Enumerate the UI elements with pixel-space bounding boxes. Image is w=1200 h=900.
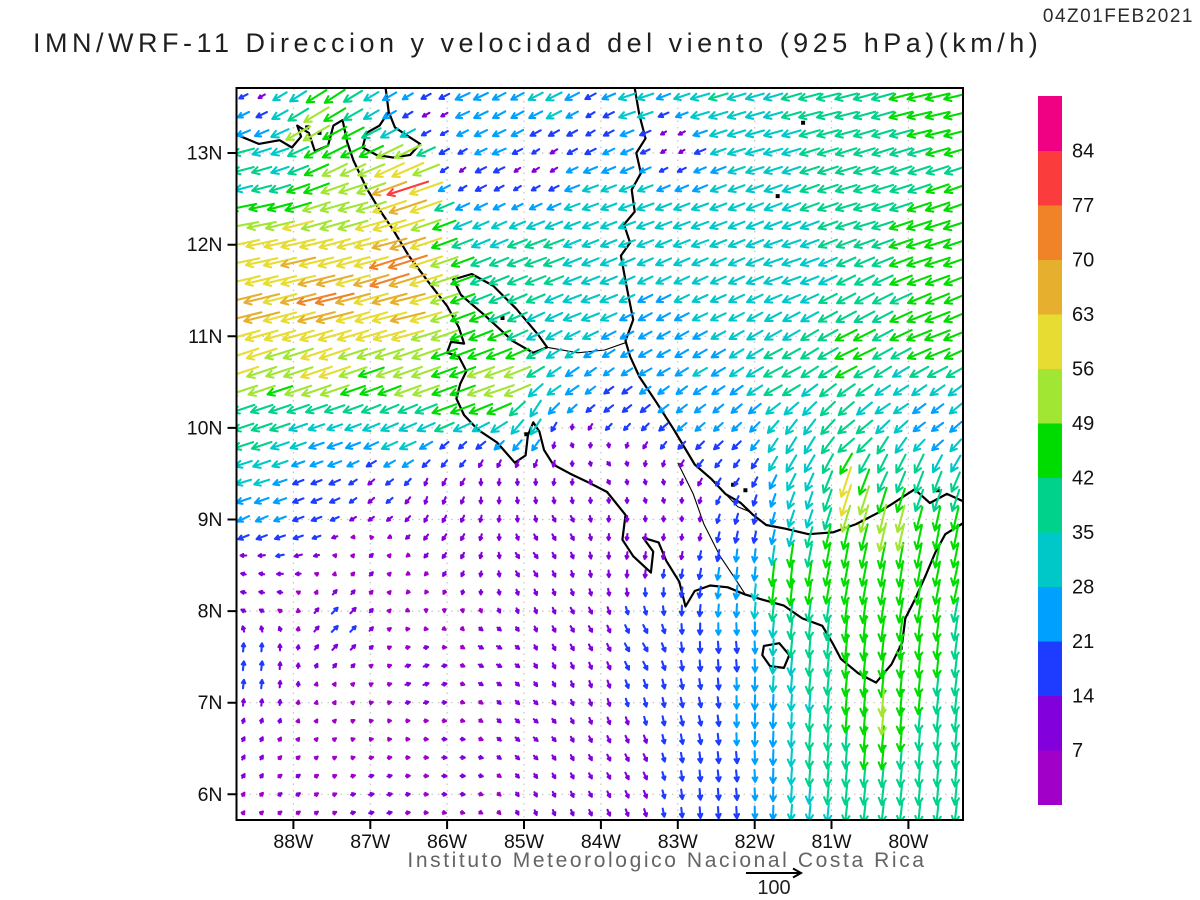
colorbar-label: 56 — [1072, 359, 1094, 381]
colorbar-segment — [1038, 423, 1062, 478]
y-tick-label: 6N — [198, 784, 223, 806]
coastlines — [236, 88, 963, 684]
colorbar-segment — [1038, 368, 1062, 424]
colorbar-segment — [1038, 695, 1062, 751]
colorbar-segment — [1038, 532, 1062, 587]
coastline-thick — [236, 88, 963, 684]
colorbar-segment — [1038, 96, 1062, 151]
wind-vectors-bin-5 — [236, 89, 963, 820]
coastline-thin — [547, 342, 752, 595]
wind-vectors-bin-3 — [236, 91, 963, 820]
chart-title: IMN/WRF-11 Direccion y velocidad del vie… — [33, 28, 1043, 58]
x-tick-label: 81W — [811, 831, 852, 853]
y-tick-label: 13N — [187, 143, 223, 165]
wind-vectors-bin-6 — [236, 88, 963, 771]
colorbar-label: 35 — [1072, 522, 1094, 544]
wind-vectors-bin-1 — [239, 93, 703, 818]
footer-credit: Instituto Meteorologico Nacional Costa R… — [407, 849, 927, 872]
x-tick-label: 84W — [581, 831, 622, 853]
x-tick-label: 88W — [273, 831, 314, 853]
y-tick-label: 11N — [188, 326, 222, 348]
wind-vectors-bin-4 — [236, 90, 963, 820]
colorbar-label: 49 — [1072, 413, 1094, 435]
wind-vectors — [236, 88, 963, 820]
map-frame — [235, 87, 964, 821]
colorbar-segment — [1038, 205, 1062, 260]
colorbar-label: 84 — [1072, 141, 1094, 163]
wind-vectors-bin-8 — [236, 161, 853, 517]
y-tick-label: 9N — [198, 509, 223, 531]
colorbar-label: 21 — [1072, 631, 1094, 653]
colorbar-segment — [1038, 259, 1062, 315]
y-tick-label: 12N — [187, 234, 223, 256]
colorbar-segment — [1038, 641, 1062, 696]
wind-vectors-bin-9 — [236, 180, 428, 325]
colorbar-label: 14 — [1072, 686, 1094, 708]
y-tick-label: 10N — [187, 417, 223, 439]
wind-vectors-bin-2 — [237, 92, 760, 820]
x-tick-label: 85W — [504, 831, 545, 853]
x-tick-label: 80W — [888, 831, 929, 853]
colorbar: 7 14 21 28 35 42 49 56 63 70 77 84 — [1038, 96, 1094, 805]
wind-vectors-bin-0 — [240, 534, 502, 816]
wind-vectors-bin-10 — [296, 254, 428, 306]
colorbar-segment — [1038, 586, 1062, 642]
y-tick-label: 7N — [198, 692, 223, 714]
colorbar-label: 28 — [1072, 577, 1094, 599]
axis-ticks — [227, 152, 910, 829]
x-tick-label: 86W — [427, 831, 468, 853]
colorbar-label: 70 — [1072, 250, 1094, 272]
colorbar-segment — [1038, 150, 1062, 206]
colorbar-segment — [1038, 750, 1062, 805]
y-tick-label: 8N — [198, 601, 223, 623]
reference-arrow — [746, 867, 804, 879]
x-tick-label: 82W — [735, 831, 776, 853]
valid-timestamp: 04Z01FEB2021 — [1042, 6, 1194, 27]
colorbar-label: 63 — [1072, 304, 1094, 326]
x-tick-label: 87W — [350, 831, 391, 853]
wind-vectors-bin-7 — [236, 106, 906, 736]
colorbar-segment — [1038, 314, 1062, 369]
reference-arrow-label: 100 — [757, 877, 791, 899]
colorbar-label: 42 — [1072, 468, 1094, 490]
colorbar-label: 77 — [1072, 195, 1094, 217]
wind-vectors-bin-11 — [386, 180, 430, 198]
x-tick-label: 83W — [658, 831, 699, 853]
colorbar-label: 7 — [1072, 740, 1083, 762]
colorbar-segment — [1038, 477, 1062, 533]
